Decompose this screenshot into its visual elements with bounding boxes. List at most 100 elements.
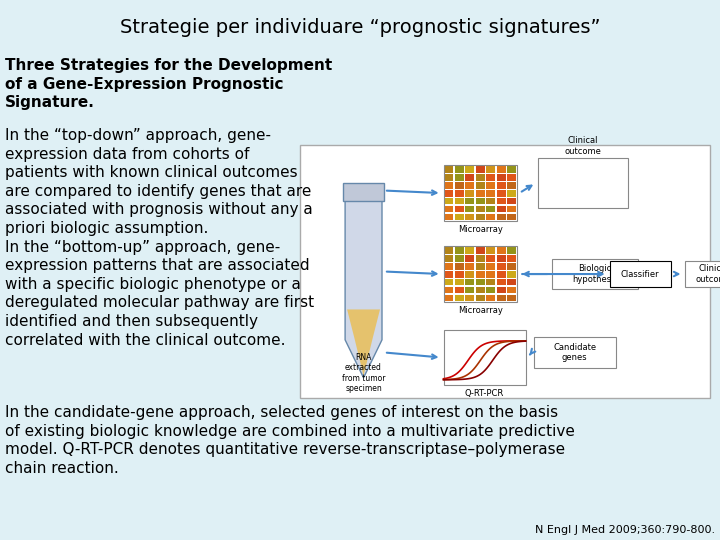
Bar (444, 246, 517, 302)
Bar (465, 255, 474, 261)
Bar (598, 176, 609, 183)
Bar (508, 295, 516, 301)
Text: Classifier: Classifier (621, 269, 660, 279)
Bar (555, 161, 567, 167)
Bar (454, 255, 464, 261)
Bar (300, 145, 710, 398)
Bar (454, 247, 464, 254)
Bar (476, 295, 485, 301)
Bar (538, 158, 628, 208)
Bar (454, 214, 464, 220)
Bar (444, 263, 453, 269)
Bar (555, 168, 567, 175)
Text: N Engl J Med 2009;360:790-800.: N Engl J Med 2009;360:790-800. (535, 525, 715, 535)
Bar (508, 255, 516, 261)
Bar (541, 191, 553, 197)
Bar (444, 330, 526, 386)
Bar (497, 271, 505, 278)
Bar (486, 166, 495, 173)
Bar (465, 271, 474, 278)
Bar (611, 176, 624, 183)
Bar (486, 174, 495, 181)
Bar (570, 176, 581, 183)
Bar (508, 247, 516, 254)
Bar (454, 166, 464, 173)
Bar (570, 184, 581, 190)
Bar (508, 206, 516, 212)
Bar (497, 206, 505, 212)
Bar (444, 295, 453, 301)
Bar (444, 165, 517, 221)
Bar (486, 287, 495, 293)
Bar (476, 166, 485, 173)
Bar (497, 255, 505, 261)
Bar (570, 161, 581, 167)
Bar (465, 247, 474, 254)
Bar (508, 271, 516, 278)
Bar (508, 182, 516, 188)
Text: In the “top-down” approach, gene-
expression data from cohorts of
patients with : In the “top-down” approach, gene- expres… (5, 128, 314, 348)
Bar (497, 279, 505, 286)
Bar (583, 161, 595, 167)
Bar (454, 206, 464, 212)
Bar (508, 263, 516, 269)
Bar (454, 182, 464, 188)
Bar (534, 338, 616, 368)
Bar (465, 287, 474, 293)
Bar (444, 287, 453, 293)
Bar (555, 191, 567, 197)
Bar (508, 166, 516, 173)
Text: Biologic
hypothesis: Biologic hypothesis (572, 264, 618, 284)
Text: Candidate
genes: Candidate genes (553, 343, 596, 362)
Bar (508, 214, 516, 220)
Bar (486, 255, 495, 261)
Bar (476, 255, 485, 261)
Bar (476, 190, 485, 197)
Bar (465, 214, 474, 220)
Bar (465, 263, 474, 269)
Bar (444, 166, 453, 173)
Bar (486, 247, 495, 254)
Bar (570, 191, 581, 197)
Bar (454, 295, 464, 301)
Bar (465, 174, 474, 181)
Bar (444, 279, 453, 286)
Bar (555, 198, 567, 205)
Bar (454, 174, 464, 181)
Bar (476, 214, 485, 220)
Text: Clinical
outcome: Clinical outcome (564, 136, 601, 156)
Bar (555, 184, 567, 190)
Bar (454, 263, 464, 269)
Bar (497, 247, 505, 254)
Bar (497, 182, 505, 188)
Bar (454, 271, 464, 278)
Bar (598, 198, 609, 205)
Text: In the candidate-gene approach, selected genes of interest on the basis
of exist: In the candidate-gene approach, selected… (5, 405, 575, 476)
Bar (476, 206, 485, 212)
Bar (476, 182, 485, 188)
Bar (611, 168, 624, 175)
Bar (486, 271, 495, 278)
Bar (476, 247, 485, 254)
Bar (541, 161, 553, 167)
Bar (541, 198, 553, 205)
Bar (444, 190, 453, 197)
Bar (611, 198, 624, 205)
Bar (611, 161, 624, 167)
Bar (610, 261, 671, 287)
Bar (598, 184, 609, 190)
Bar (486, 295, 495, 301)
Bar (497, 287, 505, 293)
Bar (685, 261, 720, 287)
Bar (476, 279, 485, 286)
Bar (465, 198, 474, 205)
Text: Microarray: Microarray (458, 225, 503, 234)
Bar (583, 184, 595, 190)
Text: Three Strategies for the Development
of a Gene-Expression Prognostic
Signature.: Three Strategies for the Development of … (5, 58, 332, 110)
Text: Microarray: Microarray (458, 306, 503, 315)
Bar (454, 190, 464, 197)
Bar (444, 255, 453, 261)
Bar (497, 190, 505, 197)
Bar (486, 206, 495, 212)
Bar (476, 287, 485, 293)
